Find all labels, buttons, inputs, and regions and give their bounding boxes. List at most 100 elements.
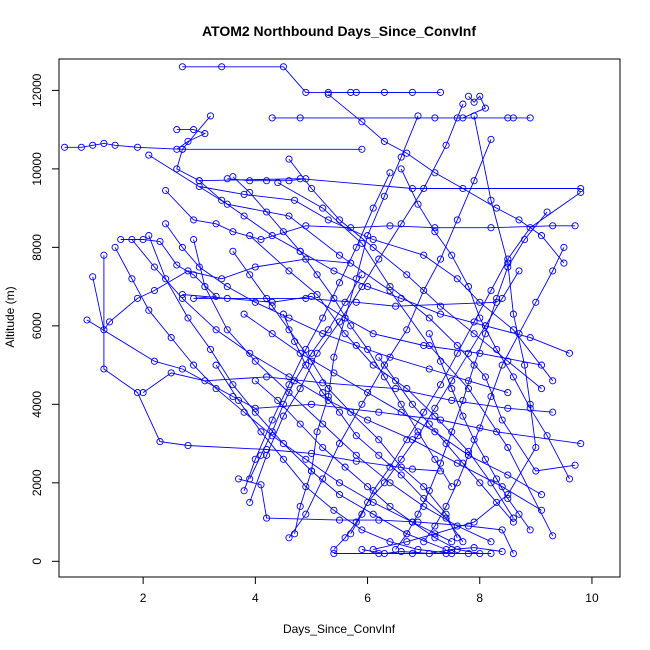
data-point: [234, 475, 243, 483]
data-point: [425, 420, 433, 428]
data-point: [100, 365, 108, 373]
data-point: [291, 196, 299, 204]
data-point: [358, 145, 366, 153]
data-point: [504, 471, 512, 479]
series-line: [176, 129, 207, 150]
data-point: [223, 294, 231, 302]
data-point: [420, 286, 428, 295]
data-point: [352, 298, 360, 306]
data-series: [268, 92, 489, 122]
data-point: [285, 177, 293, 185]
series-line: [165, 190, 576, 240]
data-point: [392, 302, 400, 310]
data-point: [414, 432, 422, 440]
data-point: [296, 502, 304, 510]
data-point: [375, 408, 383, 416]
data-point: [133, 143, 142, 151]
data-point: [319, 204, 327, 212]
data-point: [397, 220, 405, 228]
series-line: [199, 186, 554, 382]
data-point: [526, 224, 534, 232]
data-point: [285, 534, 293, 542]
x-tick-label: 8: [476, 591, 483, 605]
data-point: [431, 455, 439, 463]
series-line: [215, 364, 452, 554]
data-point: [380, 361, 388, 369]
series-line: [373, 115, 537, 550]
data-point: [335, 516, 344, 524]
data-point: [324, 385, 332, 393]
data-series: [330, 267, 523, 554]
data-point: [470, 330, 478, 338]
data-point: [459, 184, 467, 193]
data-point: [364, 232, 372, 240]
data-point: [330, 267, 338, 275]
data-point: [386, 222, 394, 230]
data-point: [481, 104, 489, 112]
data-point: [279, 455, 287, 463]
data-point: [397, 463, 405, 471]
data-point: [487, 392, 495, 401]
data-point: [128, 275, 136, 283]
data-point: [223, 283, 231, 291]
data-point: [453, 216, 461, 224]
data-point: [515, 510, 523, 518]
data-point: [364, 416, 372, 424]
series-line: [400, 168, 570, 480]
data-series: [139, 369, 557, 416]
data-point: [178, 145, 186, 153]
data-point: [319, 475, 327, 483]
data-point: [470, 112, 478, 120]
data-point: [464, 549, 473, 558]
data-point: [577, 188, 585, 196]
data-point: [397, 294, 405, 302]
data-series: [111, 243, 456, 546]
series-line: [249, 235, 514, 519]
data-point: [218, 196, 226, 204]
data-point: [201, 130, 209, 138]
data-point: [285, 267, 293, 275]
data-point: [470, 98, 478, 106]
data-series: [347, 188, 585, 538]
data-point: [487, 538, 495, 546]
data-point: [532, 467, 540, 475]
series-line: [333, 270, 520, 550]
data-point: [285, 373, 293, 381]
data-point: [195, 263, 203, 271]
data-point: [100, 251, 108, 259]
data-point: [89, 273, 97, 281]
data-point: [464, 349, 473, 357]
series-line: [232, 251, 458, 538]
data-point: [464, 451, 473, 459]
data-point: [89, 141, 97, 149]
data-point: [162, 220, 170, 228]
data-series: [420, 243, 568, 546]
data-point: [145, 151, 153, 159]
data-point: [206, 112, 215, 120]
data-series: [162, 220, 512, 397]
data-point: [285, 326, 293, 334]
data-point: [173, 165, 181, 173]
data-point: [549, 222, 557, 230]
data-point: [476, 92, 484, 100]
data-point: [509, 114, 517, 122]
data-point: [549, 408, 557, 416]
data-point: [251, 298, 259, 306]
data-point: [414, 112, 422, 120]
data-point: [302, 255, 310, 263]
data-point: [504, 255, 512, 263]
y-tick-label: 12000: [30, 73, 44, 107]
data-point: [139, 235, 147, 244]
data-point: [369, 545, 377, 554]
data-point: [425, 314, 433, 322]
series-line: [64, 142, 362, 150]
data-point: [470, 318, 478, 326]
data-point: [302, 483, 310, 491]
data-point: [268, 232, 276, 240]
data-point: [352, 451, 360, 459]
data-point: [464, 522, 473, 530]
data-point: [431, 114, 439, 122]
data-point: [307, 349, 316, 357]
data-point: [167, 369, 175, 377]
data-point: [515, 267, 523, 275]
